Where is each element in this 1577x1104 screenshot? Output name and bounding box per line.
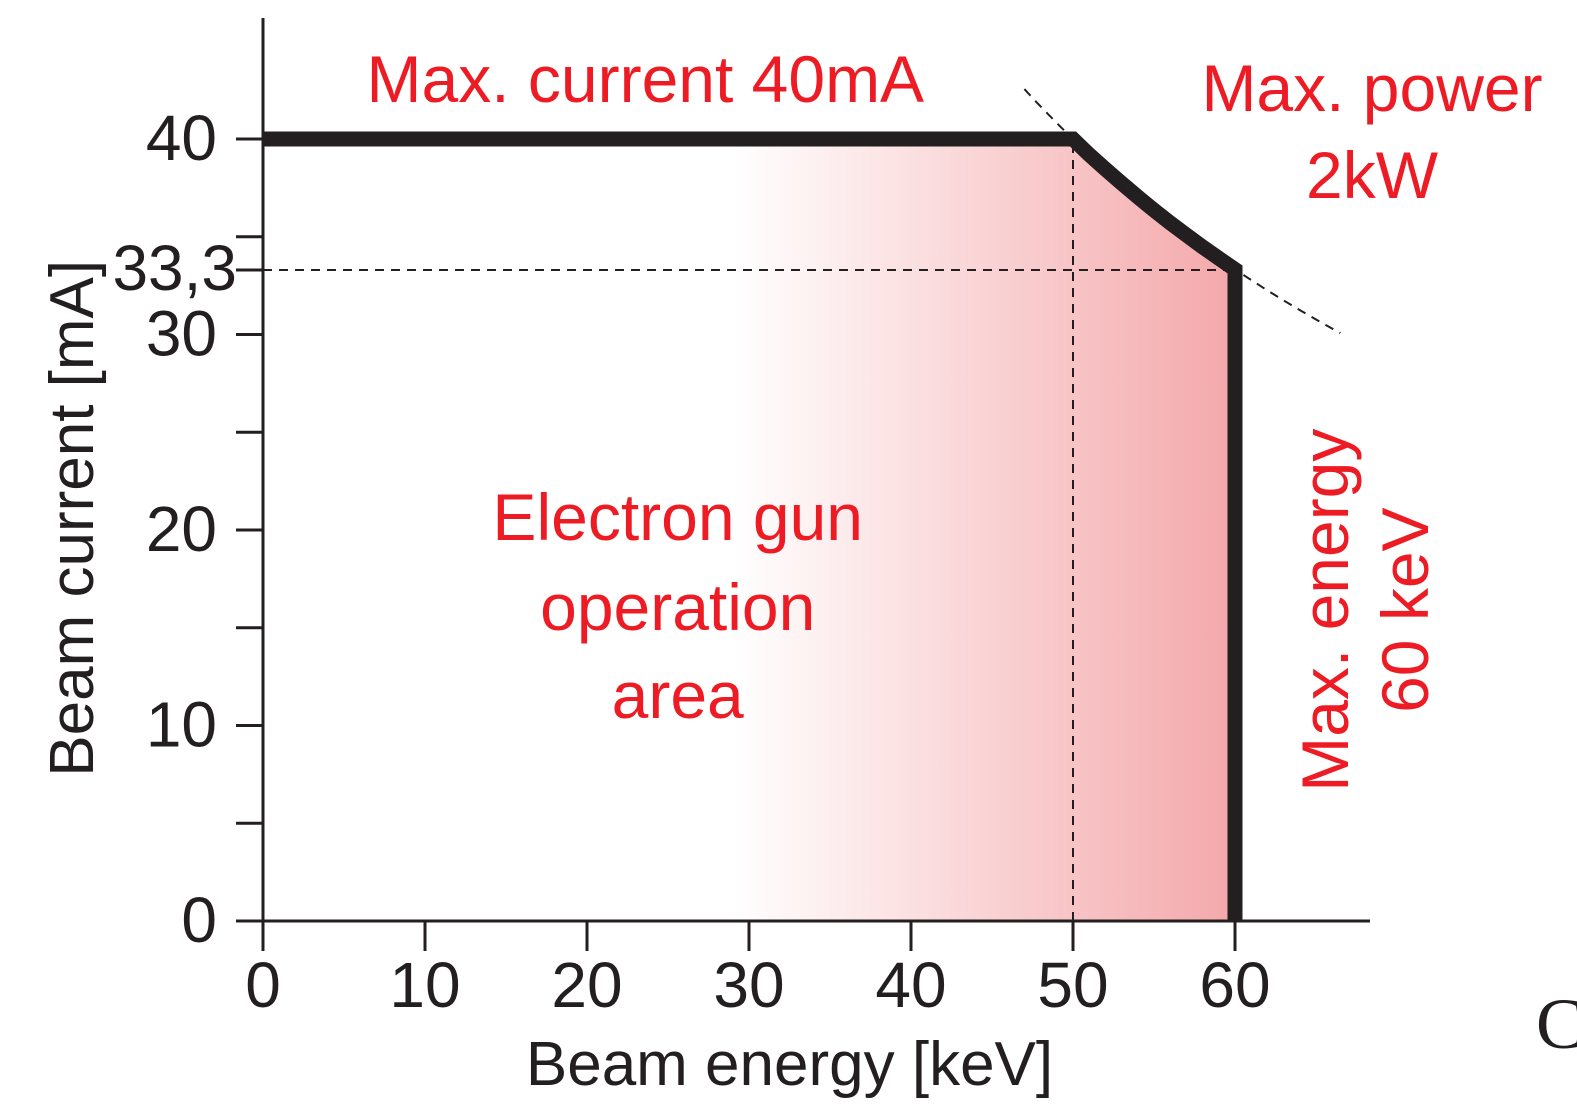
y-tick-labels: 0 10 20 30 40 (146, 102, 217, 956)
y-tick-label: 20 (146, 493, 217, 565)
y-tick-label: 30 (146, 298, 217, 370)
y-tick-label: 0 (181, 884, 217, 956)
max-energy-value: 60 keV (1368, 507, 1442, 712)
axes (238, 18, 1370, 951)
operation-area-fill (263, 139, 1235, 921)
x-tick-label: 40 (875, 949, 946, 1021)
operating-boundary-line (263, 131, 1243, 921)
x-tick-label: 50 (1037, 949, 1108, 1021)
operation-area-label-line2: operation (540, 570, 815, 644)
x-ticks (261, 921, 1237, 951)
y-axis-title: Beam current [mA] (38, 260, 107, 777)
max-energy-label: Max. energy (1288, 429, 1362, 792)
y-tick-label: 40 (146, 102, 217, 174)
y-ticks (236, 137, 263, 923)
operation-area-label-line1: Electron gun (492, 480, 863, 554)
x-tick-label: 20 (551, 949, 622, 1021)
y-tick-label: 10 (146, 689, 217, 761)
y-tick-label-33-3: 33,3 (112, 232, 237, 304)
max-current-label: Max. current 40mA (367, 42, 925, 116)
x-tick-label: 60 (1199, 949, 1270, 1021)
x-tick-label: 10 (389, 949, 460, 1021)
max-power-label: Max. power (1201, 51, 1542, 125)
max-power-value: 2kW (1306, 138, 1439, 212)
reference-lines (263, 139, 1235, 921)
x-tick-labels: 0 10 20 30 40 50 60 (245, 949, 1270, 1021)
x-axis-title: Beam energy [keV] (526, 1030, 1053, 1099)
x-tick-label: 0 (245, 949, 281, 1021)
x-tick-label: 30 (713, 949, 784, 1021)
operation-area-label-line3: area (612, 658, 744, 732)
cropped-text-fragment: C (1536, 984, 1577, 1064)
